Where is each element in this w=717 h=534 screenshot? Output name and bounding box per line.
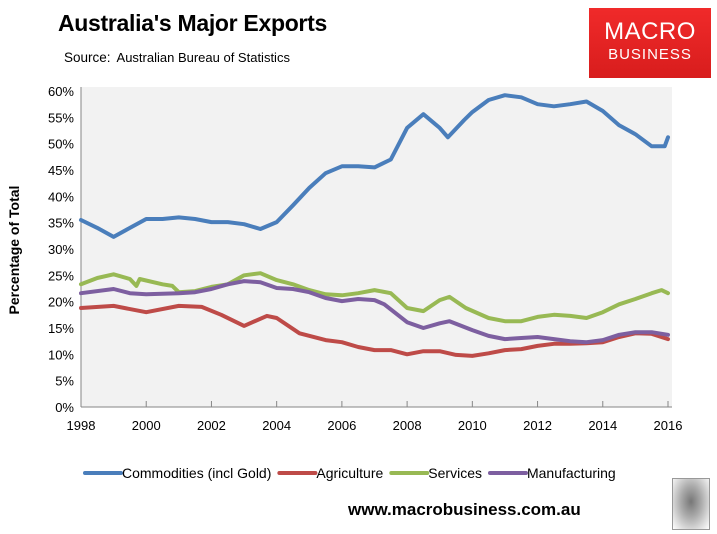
source-text: Australian Bureau of Statistics <box>116 50 290 65</box>
plot-area <box>81 87 672 407</box>
chart-title: Australia's Major Exports <box>58 10 327 36</box>
y-tick-label: 35% <box>48 216 74 231</box>
wolf-logo-icon <box>672 478 710 530</box>
y-tick-label: 25% <box>48 268 74 283</box>
y-tick-label: 40% <box>48 189 74 204</box>
x-tick-label: 2004 <box>262 418 291 433</box>
logo-line2: BUSINESS <box>608 46 692 63</box>
y-tick-label: 15% <box>48 321 74 336</box>
x-tick-label: 2012 <box>523 418 552 433</box>
series-line-services <box>79 271 670 324</box>
x-tick-label: 2008 <box>393 418 422 433</box>
y-tick-label: 10% <box>48 347 74 362</box>
series-line-commodities-incl-gold <box>79 93 670 239</box>
y-tick-label: 45% <box>48 163 74 178</box>
legend-label: Agriculture <box>316 465 383 481</box>
macrobusiness-logo: MACRO BUSINESS <box>589 8 711 78</box>
legend-label: Services <box>428 465 482 481</box>
legend-label: Commodities (incl Gold) <box>122 465 271 481</box>
x-tick-label: 2006 <box>327 418 356 433</box>
y-tick-label: 50% <box>48 137 74 152</box>
y-tick-label: 20% <box>48 295 74 310</box>
source-line: Source: Australian Bureau of Statistics <box>64 50 290 65</box>
x-tick-label: 1998 <box>67 418 96 433</box>
x-tick-label: 2016 <box>654 418 683 433</box>
x-tick-label: 2002 <box>197 418 226 433</box>
website-url: www.macrobusiness.com.au <box>348 500 581 519</box>
series-line-manufacturing <box>79 279 670 345</box>
logo-line1: MACRO <box>604 18 696 45</box>
x-tick-label: 2014 <box>588 418 617 433</box>
x-tick-label: 2010 <box>458 418 487 433</box>
source-label: Source: <box>64 50 111 65</box>
y-tick-label: 0% <box>55 400 74 415</box>
x-tick-label: 2000 <box>132 418 161 433</box>
y-tick-label: 30% <box>48 242 74 257</box>
legend-label: Manufacturing <box>527 465 616 481</box>
y-tick-label: 55% <box>48 110 74 125</box>
y-tick-label: 5% <box>55 374 74 389</box>
y-axis-title: Percentage of Total <box>6 186 22 315</box>
y-tick-label: 60% <box>48 84 74 99</box>
